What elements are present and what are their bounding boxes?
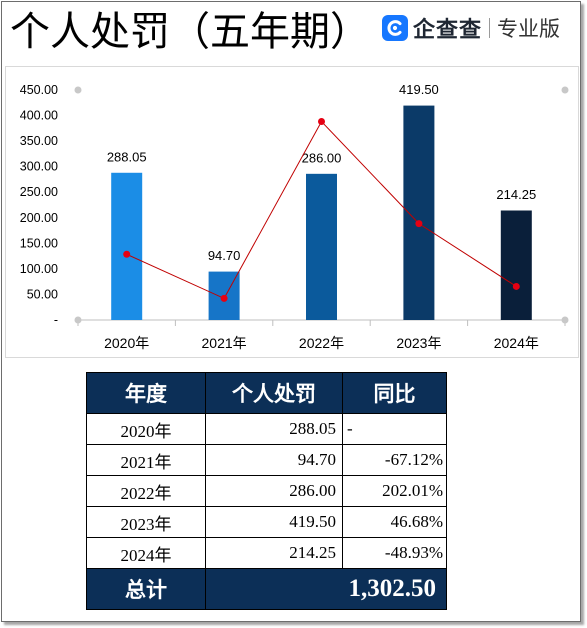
row-year: 2021年 (86, 444, 206, 476)
penalty-table: 年度 个人处罚 同比 2020年 288.05 - 2021年 94.70 -6… (86, 372, 447, 610)
axis-end-marker-top-right (561, 86, 569, 94)
row-yoy-value: - (342, 413, 447, 445)
line-point-2022 (318, 118, 325, 126)
brand-logo: 企查查 专业版 (382, 14, 561, 43)
row-penalty-value: 286.00 (205, 475, 343, 507)
axis-end-marker-bottom-right (561, 316, 569, 324)
logo-icon-mark (387, 20, 402, 36)
row-year: 2024年 (86, 537, 206, 569)
penalty-chart: - 50.00 100.00 150.00 200.00 250.00 300.00 350.… (5, 66, 579, 358)
row-penalty-value: 94.70 (205, 444, 343, 476)
table-row: 2023年 419.50 46.68% (86, 506, 447, 538)
x-tick-label-2020: 2020年 (104, 335, 149, 351)
axis-end-marker-bottom-left (74, 316, 82, 324)
axis-end-marker-top-left (74, 86, 82, 94)
bar-value-label-2020: 288.05 (107, 149, 147, 164)
bar-2020 (111, 172, 143, 320)
logo-icon-dot (392, 25, 398, 31)
total-label: 总计 (86, 568, 206, 610)
line-point-2021 (220, 294, 228, 302)
bar-value-label-2024: 214.25 (496, 187, 536, 202)
y-tick-label-0: - (54, 313, 58, 327)
y-tick-label-50: 50.00 (27, 287, 58, 301)
bar-value-label-2023: 419.50 (399, 82, 439, 97)
row-year: 2020年 (86, 413, 206, 445)
table-row: 2024年 214.25 -48.93% (86, 537, 447, 569)
x-tick-label-2021: 2021年 (202, 335, 247, 351)
table-header-row: 年度 个人处罚 同比 (86, 372, 447, 414)
y-tick-label-100: 100.00 (20, 262, 58, 276)
total-value: 1,302.50 (205, 568, 447, 610)
y-tick-label-450: 450.00 (20, 83, 58, 97)
bar-2022 (306, 173, 337, 320)
logo-edition-text: 专业版 (497, 17, 561, 41)
bar-value-label-2021: 94.70 (208, 248, 241, 263)
qichacha-logo-icon (382, 15, 408, 41)
y-tick-label-400: 400.00 (20, 109, 58, 123)
table-total-row: 总计 1,302.50 (86, 568, 447, 610)
row-yoy-value: 202.01% (342, 475, 447, 507)
header-year: 年度 (86, 372, 206, 414)
row-penalty-value: 214.25 (205, 537, 343, 569)
header-yoy: 同比 (342, 372, 447, 414)
bar-2024 (500, 210, 532, 320)
line-point-2024 (512, 282, 520, 290)
y-tick-label-300: 300.00 (20, 160, 58, 174)
logo-brand-text: 企查查 (413, 18, 483, 43)
y-tick-label-350: 350.00 (20, 134, 58, 148)
row-penalty-value: 419.50 (205, 506, 343, 538)
chart-area-border (5, 66, 579, 358)
x-tick-label-2024: 2024年 (494, 335, 539, 351)
y-tick-label-200: 200.00 (20, 211, 58, 225)
row-yoy-value: -48.93% (342, 537, 447, 569)
page-title: 个人处罚（五年期） (10, 9, 370, 55)
row-yoy-value: 46.68% (342, 506, 447, 538)
bar-value-label-2022: 286.00 (302, 150, 342, 165)
row-penalty-value: 288.05 (205, 413, 343, 445)
row-year: 2023年 (86, 506, 206, 538)
x-tick-label-2022: 2022年 (299, 335, 344, 351)
row-yoy-value: -67.12% (342, 444, 447, 476)
row-year: 2022年 (86, 475, 206, 507)
table-row: 2020年 288.05 - (86, 413, 447, 445)
logo-divider (489, 18, 491, 38)
x-tick-label-2023: 2023年 (396, 335, 441, 351)
table-row: 2021年 94.70 -67.12% (86, 444, 447, 476)
y-tick-label-150: 150.00 (20, 236, 58, 250)
header-penalty: 个人处罚 (205, 372, 343, 414)
line-point-2023 (415, 220, 423, 228)
table-row: 2022年 286.00 202.01% (86, 475, 447, 507)
y-tick-label-250: 250.00 (20, 185, 58, 199)
line-point-2020 (123, 250, 131, 258)
